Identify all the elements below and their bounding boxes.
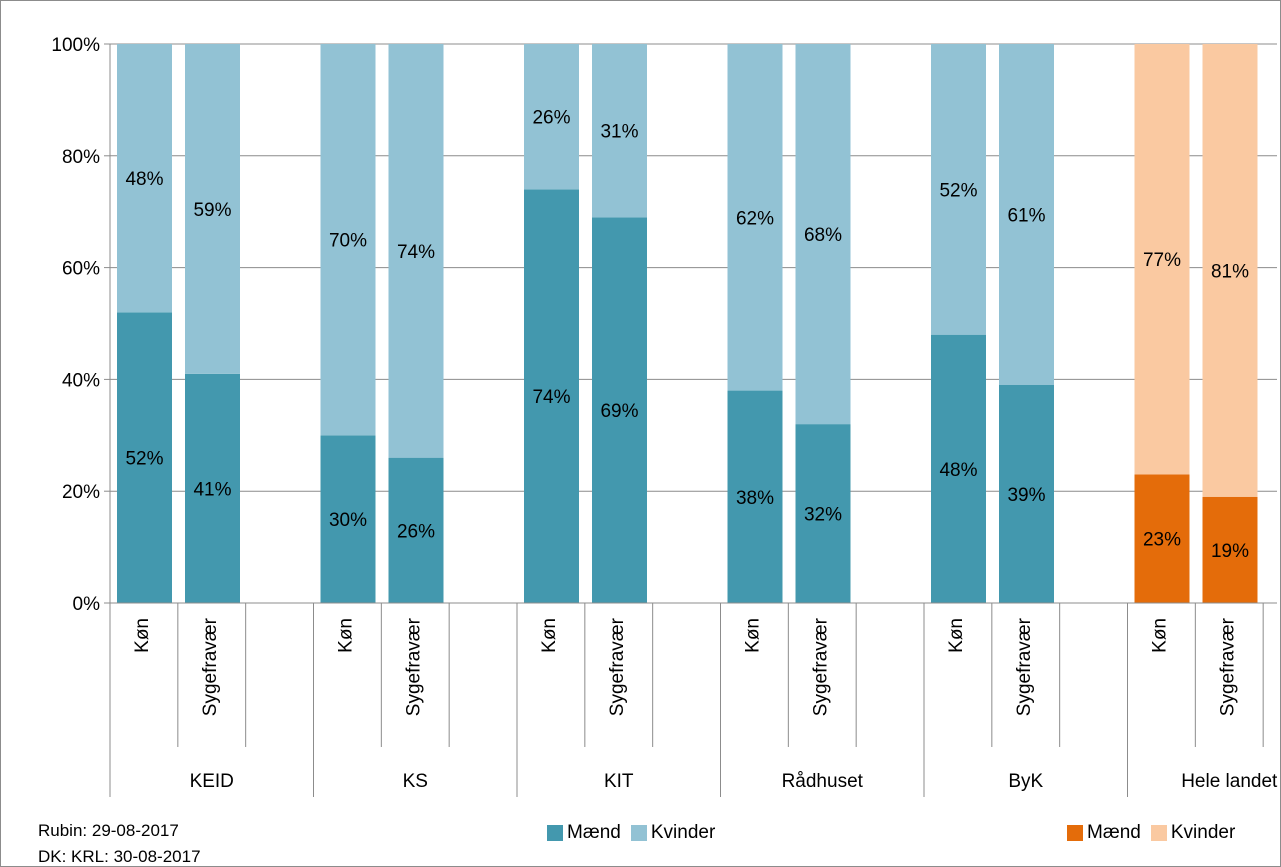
data-label-maend: 69% xyxy=(600,401,638,422)
data-label-kvinder: 70% xyxy=(329,231,367,252)
category-label: Køn xyxy=(132,618,153,653)
legend-label-hele-landet-maend: Mænd xyxy=(1087,822,1141,843)
legend-item-hele-landet-kvinder: Kvinder xyxy=(1150,822,1236,844)
data-label-maend: 39% xyxy=(1007,485,1045,506)
bar-maend xyxy=(999,384,1054,603)
data-label-maend: 30% xyxy=(329,510,367,531)
data-label-maend: 48% xyxy=(939,460,977,481)
y-tick-label: 60% xyxy=(62,259,100,280)
y-tick-label: 100% xyxy=(51,35,100,56)
category-label: Køn xyxy=(335,618,356,653)
group-label: KEID xyxy=(190,771,234,792)
y-tick-label: 20% xyxy=(62,482,100,503)
legend-label-kvinder: Kvinder xyxy=(650,822,716,843)
bar-kvinder xyxy=(1134,44,1190,475)
bar-kvinder xyxy=(727,44,783,391)
group-label: Hele landet xyxy=(1181,771,1278,792)
legend-label-maend: Mænd xyxy=(567,822,621,843)
bar-maend xyxy=(388,457,444,603)
group-label: ByK xyxy=(1008,771,1043,792)
y-tick-label: 80% xyxy=(62,147,100,168)
category-label: Sygefravær xyxy=(1014,617,1035,716)
group-label: KS xyxy=(403,771,428,792)
data-label-kvinder: 62% xyxy=(736,208,774,229)
legend-label-hele-landet-kvinder: Kvinder xyxy=(1170,822,1236,843)
bar-kvinder xyxy=(117,44,172,313)
footnote-rubin: Rubin: 29-08-2017 xyxy=(38,821,179,840)
legend-swatch-kvinder xyxy=(630,825,647,841)
data-label-maend: 38% xyxy=(736,488,774,509)
data-label-kvinder: 74% xyxy=(397,242,435,263)
group-label: Rådhuset xyxy=(782,771,864,792)
bar-kvinder xyxy=(795,44,851,425)
data-label-kvinder: 68% xyxy=(804,225,842,246)
data-label-maend: 52% xyxy=(125,449,163,470)
legend-swatch-hele-landet-kvinder xyxy=(1150,825,1167,841)
legend-item-maend: Mænd xyxy=(547,822,621,844)
bar-kvinder xyxy=(592,44,647,218)
bar-maend xyxy=(931,334,986,603)
category-label: Sygefravær xyxy=(403,617,424,716)
legend-item-kvinder: Kvinder xyxy=(630,822,716,844)
category-label: Sygefravær xyxy=(200,617,221,716)
footnote-dk: DK: KRL: 30-08-2017 xyxy=(38,847,201,866)
category-label: Køn xyxy=(1149,618,1170,653)
bar-kvinder xyxy=(931,44,986,335)
legend-swatch-hele-landet-maend xyxy=(1067,825,1083,841)
legend-item-hele-landet-maend: Mænd xyxy=(1067,822,1141,844)
legend-swatch-maend xyxy=(547,825,563,841)
bar-kvinder xyxy=(185,44,240,374)
category-label: Sygefravær xyxy=(810,617,831,716)
category-label: Sygefravær xyxy=(1217,617,1238,716)
data-label-kvinder: 48% xyxy=(125,169,163,190)
bar-maend xyxy=(795,424,851,603)
category-label: Køn xyxy=(539,618,560,653)
category-label: Køn xyxy=(742,618,763,653)
data-label-maend: 41% xyxy=(193,479,231,500)
bar-maend xyxy=(1134,474,1190,603)
bar-maend xyxy=(117,312,172,603)
y-tick-label: 0% xyxy=(73,594,101,615)
bar-kvinder xyxy=(1202,44,1258,497)
data-label-maend: 23% xyxy=(1143,530,1181,551)
category-label: Sygefravær xyxy=(607,617,628,716)
data-label-maend: 74% xyxy=(532,387,570,408)
group-label: KIT xyxy=(604,771,634,792)
data-label-kvinder: 52% xyxy=(939,180,977,201)
bar-kvinder xyxy=(999,44,1054,385)
data-label-kvinder: 77% xyxy=(1143,250,1181,271)
data-label-maend: 32% xyxy=(804,505,842,526)
data-label-kvinder: 61% xyxy=(1007,205,1045,226)
bar-maend xyxy=(1202,496,1258,603)
data-label-kvinder: 81% xyxy=(1211,261,1249,282)
y-tick-label: 40% xyxy=(62,370,100,391)
bar-maend xyxy=(185,373,240,603)
legend-hele-landet: Mænd Kvinder xyxy=(1067,822,1245,844)
data-label-maend: 19% xyxy=(1211,541,1249,562)
data-label-kvinder: 26% xyxy=(532,108,570,129)
bar-maend xyxy=(592,217,647,604)
bar-kvinder xyxy=(388,44,444,458)
data-label-kvinder: 59% xyxy=(193,200,231,221)
legend-main: Mænd Kvinder xyxy=(547,822,725,844)
bar-kvinder xyxy=(320,44,376,436)
bar-maend xyxy=(320,435,376,603)
bar-maend xyxy=(524,189,579,603)
data-label-kvinder: 31% xyxy=(600,122,638,143)
data-label-maend: 26% xyxy=(397,521,435,542)
bar-kvinder xyxy=(524,44,579,190)
bar-maend xyxy=(727,390,783,603)
category-label: Køn xyxy=(946,618,967,653)
